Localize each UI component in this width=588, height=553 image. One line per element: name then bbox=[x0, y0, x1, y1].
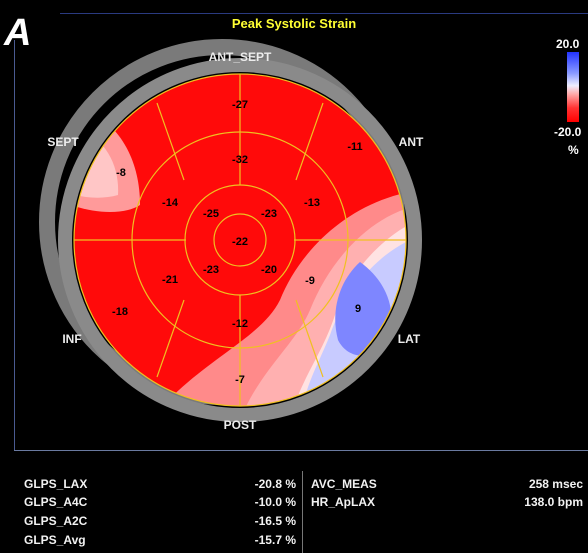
frame-bottom-border bbox=[14, 450, 588, 451]
outer-ring bbox=[58, 58, 422, 422]
frame-left-border bbox=[14, 40, 15, 450]
view-title: Peak Systolic Strain bbox=[231, 16, 357, 31]
segment-value-mid-4: -12 bbox=[232, 318, 248, 330]
stat-name: GLPS_A4C bbox=[24, 495, 88, 509]
segment-value-apical-1: -23 bbox=[261, 208, 277, 220]
stat-value: 258 msec bbox=[528, 477, 583, 491]
stat-value: -15.7 % bbox=[254, 533, 296, 547]
segment-value-apical-4: -25 bbox=[203, 208, 219, 220]
wall-label-inf: INF bbox=[62, 332, 81, 346]
stat-value: 138.0 bpm bbox=[524, 495, 583, 509]
segment-value-basal-1: -27 bbox=[232, 99, 248, 111]
stat-value: -16.5 % bbox=[254, 514, 296, 528]
segment-value-mid-3: -9 bbox=[305, 275, 315, 287]
stat-name: GLPS_Avg bbox=[24, 533, 86, 547]
segment-value-basal-2: -11 bbox=[347, 141, 362, 153]
segment-value-mid-2: -13 bbox=[304, 197, 320, 209]
color-scale-min-label: -20.0 bbox=[554, 125, 582, 139]
segment-value-mid-1: -32 bbox=[232, 154, 248, 166]
color-scale-bar bbox=[567, 52, 579, 122]
stat-name: HR_ApLAX bbox=[311, 495, 376, 509]
measurements-panel: GLPS_LAX -20.8 % GLPS_A4C -10.0 % GLPS_A… bbox=[0, 451, 588, 553]
color-scale-max-label: 20.0 bbox=[556, 37, 580, 51]
segment-value-apical-2: -20 bbox=[261, 264, 277, 276]
segment-grid bbox=[73, 73, 407, 407]
wall-label-ant: ANT bbox=[399, 135, 424, 149]
segment-value-basal-4: -7 bbox=[235, 374, 245, 386]
stat-value: -10.0 % bbox=[254, 495, 296, 509]
wall-label-lat: LAT bbox=[398, 332, 421, 346]
bullseye-plot: ANT_SEPT ANT SEPT LAT INF POST -27 -11 9… bbox=[39, 39, 424, 432]
segment-value-mid-6: -14 bbox=[162, 197, 179, 209]
segment-value-apex: -22 bbox=[232, 236, 248, 248]
segment-value-basal-5: -18 bbox=[112, 306, 128, 318]
frame-top-border bbox=[60, 13, 588, 14]
wall-label-ant-sept: ANT_SEPT bbox=[209, 50, 272, 64]
segment-value-basal-3: 9 bbox=[355, 303, 361, 315]
color-scale-unit-label: % bbox=[568, 143, 579, 157]
wall-label-sept: SEPT bbox=[47, 135, 79, 149]
panel-letter: A bbox=[4, 12, 32, 54]
stat-name: GLPS_LAX bbox=[24, 477, 88, 491]
wall-label-post: POST bbox=[224, 418, 257, 432]
stat-name: GLPS_A2C bbox=[24, 514, 88, 528]
segment-value-mid-5: -21 bbox=[162, 274, 178, 286]
measurements-divider bbox=[302, 471, 303, 553]
segment-value-basal-6: -8 bbox=[116, 167, 126, 179]
stat-value: -20.8 % bbox=[254, 477, 296, 491]
segment-value-apical-3: -23 bbox=[203, 264, 219, 276]
stat-name: AVC_MEAS bbox=[311, 477, 377, 491]
